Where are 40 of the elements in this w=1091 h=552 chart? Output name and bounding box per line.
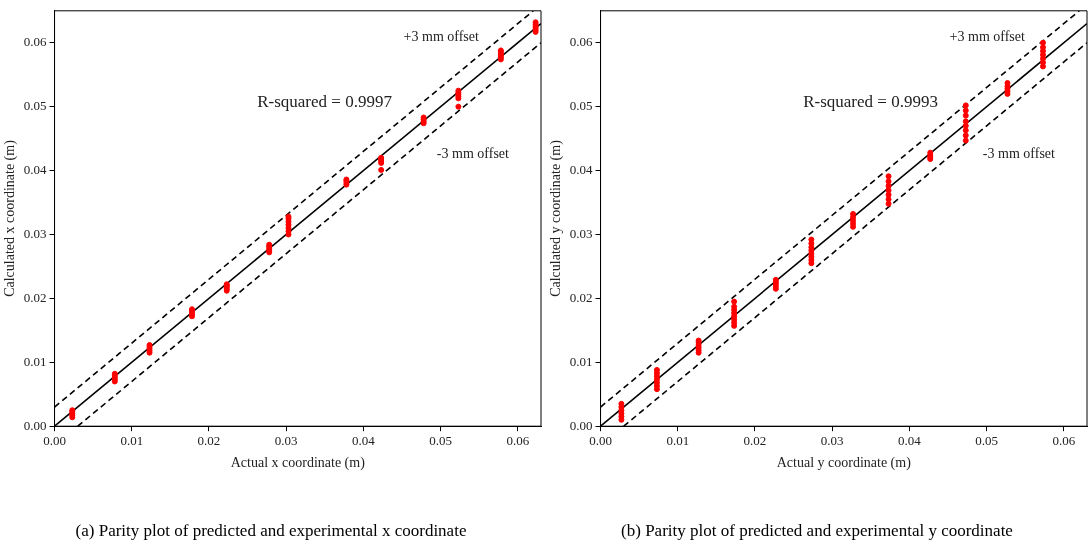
y-tick-label: 0.05 — [23, 98, 47, 114]
x-axis-title: Actual x coordinate (m) — [230, 454, 366, 471]
text: (a) Parity plot of predicted and experimental x coordinate — [75, 521, 467, 541]
y-axis-title: Calculated x coordinate (m) — [2, 139, 19, 297]
y-tick-label: 0.05 — [569, 98, 593, 114]
x-tick-label: 0.06 — [1052, 433, 1076, 449]
x-tick-label: 0.04 — [352, 433, 376, 449]
x-tick-label: 0.02 — [197, 433, 221, 449]
y-tick-label: 0.06 — [569, 34, 594, 50]
y-tick-label: 0.02 — [569, 289, 593, 305]
y-tick-label: 0.04 — [569, 161, 594, 177]
y-tick-label: 0.02 — [23, 289, 47, 305]
y-tick-label: 0.03 — [569, 225, 593, 241]
annotation: -3 mm offset — [982, 145, 1056, 161]
y-tick-label: 0.06 — [23, 34, 48, 50]
x-tick-label: 0.04 — [898, 433, 922, 449]
annotation: +3 mm offset — [949, 29, 1026, 45]
x-tick-label: 0.01 — [120, 433, 144, 449]
annotation: R-squared = 0.9993 — [803, 91, 938, 111]
annotation: +3 mm offset — [403, 29, 480, 45]
x-tick-label: 0.05 — [429, 433, 452, 449]
x-axis-title: Actual y coordinate (m) — [776, 454, 912, 471]
annotation: R-squared = 0.9997 — [257, 91, 393, 111]
y-tick-label: 0.04 — [23, 161, 48, 177]
y-tick-label: 0.01 — [23, 353, 47, 369]
y-tick-label: 0.03 — [23, 225, 47, 241]
annotation: -3 mm offset — [436, 145, 510, 161]
y-tick-label: 0.01 — [569, 353, 593, 369]
y-tick-label: 0.00 — [569, 417, 593, 433]
text: (b) Parity plot of predicted and experimental y coordinate — [621, 521, 1013, 541]
y-axis-title: Calculated y coordinate (m) — [548, 139, 565, 297]
x-tick-label: 0.05 — [975, 433, 998, 449]
x-tick-label: 0.06 — [506, 433, 530, 449]
x-tick-label: 0.02 — [743, 433, 767, 449]
x-tick-label: 0.00 — [589, 433, 612, 449]
x-tick-label: 0.03 — [820, 433, 844, 449]
x-tick-label: 0.03 — [274, 433, 298, 449]
x-tick-label: 0.01 — [666, 433, 690, 449]
y-tick-label: 0.00 — [23, 417, 47, 433]
x-tick-label: 0.00 — [43, 433, 66, 449]
